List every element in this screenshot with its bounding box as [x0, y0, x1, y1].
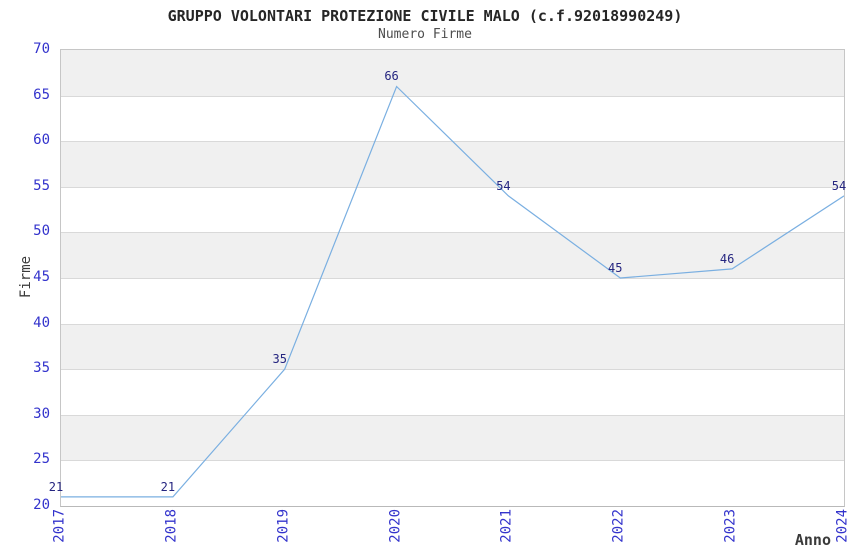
- x-tick-label: 2021: [498, 509, 515, 543]
- x-tick-label: 2020: [387, 509, 404, 543]
- y-tick-label: 25: [33, 451, 50, 468]
- y-tick-label: 30: [33, 405, 50, 422]
- data-label: 66: [384, 69, 399, 84]
- chart-subtitle: Numero Firme: [378, 27, 472, 42]
- data-label: 45: [608, 261, 623, 275]
- x-tick-label: 2019: [275, 509, 292, 543]
- gridline: [61, 232, 844, 234]
- line-series: [61, 85, 844, 498]
- x-axis-label: Anno: [794, 531, 831, 549]
- grid-band: [61, 50, 844, 96]
- gridline: [61, 278, 844, 279]
- line-series-path: [61, 85, 844, 498]
- grid-band: [61, 141, 844, 187]
- y-tick-label: 40: [33, 314, 50, 331]
- data-label: 54: [831, 178, 847, 193]
- gridline: [61, 414, 844, 416]
- data-label: 54: [496, 178, 511, 193]
- plot-area: [60, 49, 845, 507]
- y-tick-label: 20: [33, 497, 50, 513]
- y-tick-label: 60: [33, 132, 50, 149]
- x-tick-label: 2024: [834, 509, 850, 543]
- grid-band: [61, 414, 844, 461]
- x-tick-label: 2023: [722, 509, 739, 543]
- gridline: [61, 186, 844, 188]
- data-label: 35: [272, 352, 287, 367]
- x-tick-label: 2018: [163, 509, 180, 543]
- chart-title: GRUPPO VOLONTARI PROTEZIONE CIVILE MALO …: [167, 7, 683, 25]
- y-tick-label: 45: [33, 269, 50, 285]
- gridline: [61, 369, 844, 371]
- data-label: 46: [719, 251, 735, 266]
- x-tick-label: 2022: [610, 509, 627, 543]
- y-tick-label: 55: [33, 177, 50, 194]
- y-tick-label: 35: [33, 360, 50, 377]
- data-label: 21: [48, 479, 64, 494]
- y-tick-label: 65: [33, 86, 50, 103]
- grid-band: [61, 323, 844, 370]
- y-tick-label: 50: [33, 223, 50, 240]
- y-tick-label: 70: [33, 41, 50, 57]
- data-label: 21: [160, 479, 176, 494]
- gridline: [61, 460, 844, 462]
- gridline: [61, 323, 844, 325]
- x-tick-label: 2017: [51, 509, 68, 543]
- gridline: [61, 95, 844, 97]
